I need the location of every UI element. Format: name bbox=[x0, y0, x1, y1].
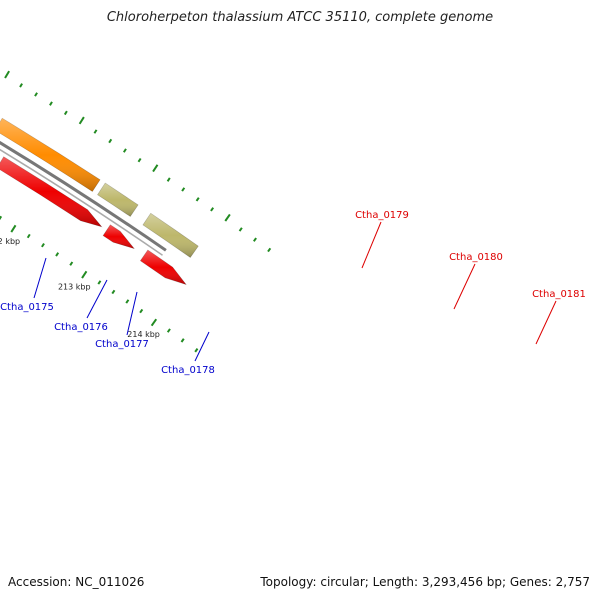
tick-mark bbox=[139, 308, 144, 314]
gene-label: Ctha_0175 bbox=[0, 302, 54, 313]
gene-arrow-shading bbox=[140, 250, 187, 285]
tick-mark bbox=[0, 215, 3, 221]
tick-mark bbox=[93, 129, 98, 134]
tick-mark bbox=[210, 207, 215, 212]
tick-label: 213 kbp bbox=[58, 283, 91, 292]
gene-leader-line bbox=[86, 279, 108, 319]
gene-leader-line bbox=[126, 291, 138, 336]
genome-summary-text: Topology: circular; Length: 3,293,456 bp… bbox=[260, 575, 590, 589]
tick-mark bbox=[49, 101, 53, 106]
gene-arrow-shading bbox=[142, 213, 199, 258]
tick-label: 212 kbp bbox=[0, 237, 20, 246]
tick-mark bbox=[19, 83, 23, 88]
tick-mark bbox=[166, 328, 171, 333]
tick-mark bbox=[224, 213, 231, 222]
tick-mark bbox=[34, 92, 38, 97]
gene-label: Ctha_0181 bbox=[532, 289, 586, 300]
gene-leader-line bbox=[361, 221, 382, 269]
gene-arrow-shading bbox=[0, 156, 102, 227]
gene-arrow-shading bbox=[103, 224, 135, 249]
gene-label: Ctha_0179 bbox=[355, 210, 409, 221]
gene-leader-line bbox=[33, 257, 47, 299]
genome-title: Chloroherpeton thalassium ATCC 35110, co… bbox=[106, 10, 494, 25]
tick-mark bbox=[267, 247, 272, 253]
genome-backbone bbox=[0, 141, 167, 256]
tick-mark bbox=[55, 252, 60, 257]
gene-leader-line bbox=[194, 331, 210, 362]
tick-mark bbox=[10, 224, 17, 233]
tick-mark bbox=[108, 138, 113, 144]
tick-mark bbox=[152, 164, 159, 173]
tick-mark bbox=[180, 338, 185, 343]
tick-marks: 207 kbp208 kbp209 kbp210 kbp211 kbp212 k… bbox=[0, 70, 272, 353]
accession-text: Accession: NC_011026 bbox=[8, 575, 145, 589]
tick-mark bbox=[166, 177, 171, 182]
gene-label: Ctha_0177 bbox=[95, 339, 149, 350]
gene-label: Ctha_0176 bbox=[54, 322, 108, 333]
tick-mark bbox=[253, 237, 257, 242]
gene-leader-line bbox=[453, 263, 476, 310]
tick-mark bbox=[78, 116, 85, 125]
backbone-line bbox=[0, 141, 167, 252]
gene-arrow-shading bbox=[0, 118, 101, 192]
tick-mark bbox=[181, 187, 186, 192]
tick-mark bbox=[137, 157, 142, 163]
backbone-line bbox=[0, 148, 163, 256]
tick-mark bbox=[150, 318, 158, 327]
gene-leader-line bbox=[535, 300, 557, 345]
gene-label: Ctha_0180 bbox=[449, 252, 503, 263]
tick-label: 214 kbp bbox=[127, 330, 160, 339]
tick-mark bbox=[97, 280, 102, 285]
tick-mark bbox=[4, 70, 10, 79]
tick-mark bbox=[122, 148, 127, 153]
gene-arrow-shading bbox=[97, 183, 139, 217]
tick-mark bbox=[125, 299, 130, 304]
tick-mark bbox=[111, 289, 116, 295]
tick-mark bbox=[69, 261, 74, 266]
tick-mark bbox=[194, 348, 199, 353]
tick-mark bbox=[41, 242, 45, 248]
tick-mark bbox=[81, 270, 88, 279]
tick-mark bbox=[63, 110, 68, 116]
gene-features bbox=[0, 117, 199, 286]
tick-mark bbox=[195, 197, 200, 202]
gene-label: Ctha_0178 bbox=[161, 365, 215, 376]
tick-mark bbox=[238, 227, 243, 232]
tick-mark bbox=[26, 233, 31, 239]
